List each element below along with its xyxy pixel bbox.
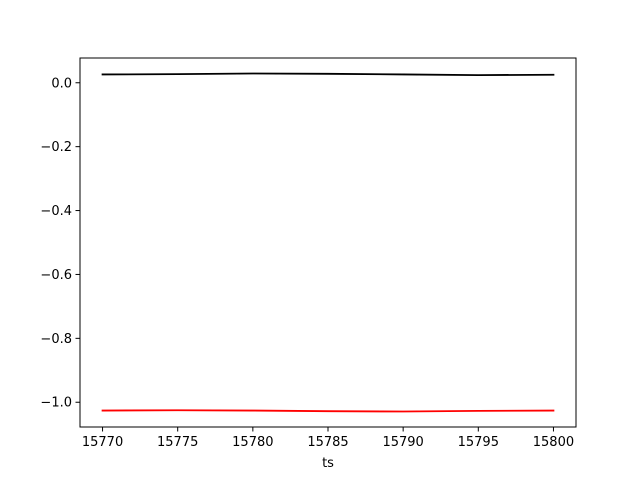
plot-area: [80, 58, 576, 427]
x-tick-label: 15790: [382, 435, 423, 450]
y-tick-label: −0.4: [40, 204, 72, 219]
y-tick-label: −0.8: [40, 332, 72, 347]
y-tick-label: 0.0: [51, 76, 72, 91]
x-tick-label: 15785: [307, 435, 348, 450]
x-tick-label: 15780: [232, 435, 273, 450]
y-tick-label: −1.0: [40, 396, 72, 411]
x-tick-label: 15770: [82, 435, 123, 450]
x-tick-label: 15775: [157, 435, 198, 450]
y-tick-label: −0.6: [40, 268, 72, 283]
x-axis: 15770 15775 15780 15785 15790 15795 15800: [82, 427, 574, 450]
series-line-2: [101, 409, 555, 413]
x-tick-label: 15795: [458, 435, 499, 450]
x-tick-label: 15800: [533, 435, 574, 450]
series-layer: [101, 72, 555, 413]
y-axis: 0.0 −0.2 −0.4 −0.6 −0.8 −1.0: [40, 76, 80, 411]
series-line-1: [101, 72, 555, 76]
y-tick-label: −0.2: [40, 140, 72, 155]
x-axis-label: ts: [322, 456, 334, 471]
